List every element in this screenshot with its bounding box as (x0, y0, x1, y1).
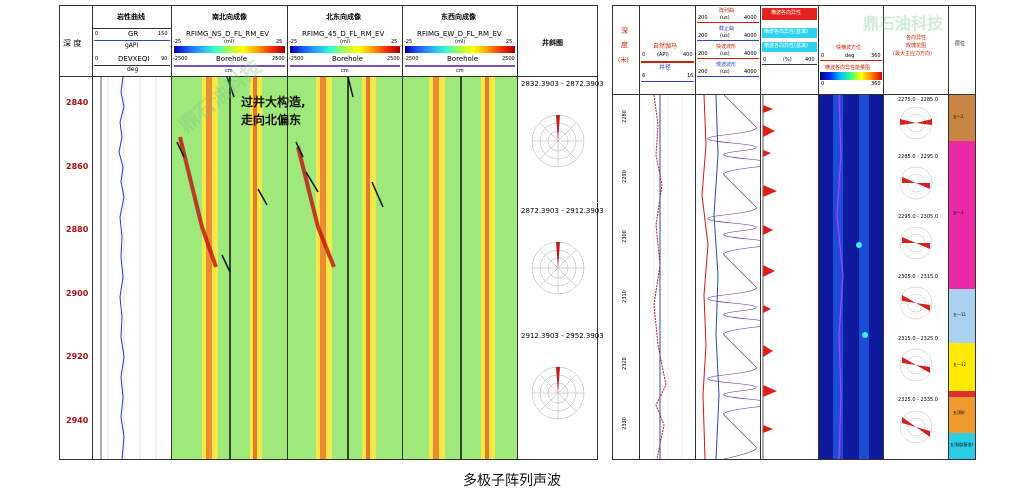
lith-header: 岩性曲线 (117, 13, 145, 21)
layer-block: 五顶组(基准) (949, 433, 975, 459)
left-log-panel: 深 度 岩性曲线 南北向成像 北东向成像 东西向成像 井斜图 0 GR 150 … (59, 5, 604, 460)
dev-name: DEVXEQI (118, 55, 150, 63)
rose-range: 2285.0 - 2295.0 (898, 154, 938, 160)
wave-header: 阵列曲 200 (us) 4000 截止曲 200 (us) 4000 快波波形… (696, 6, 760, 94)
right-depth-header-3: (米) (618, 57, 629, 64)
rose-header: 井斜图 (542, 39, 563, 47)
rose-range: 2295.0 - 2305.0 (898, 214, 938, 220)
left-rose-3: 2912.3903 - 2952.3903 (518, 328, 604, 453)
layer-block: 五顶砂 (949, 397, 975, 433)
right-depth-2320: 2320 (621, 357, 628, 370)
rose-title-1: 各向异性 (906, 35, 927, 41)
right-log-panel: 深 度 (米) 自然伽马 (API) 0 400 井径 6 16 阵列曲 200… (612, 5, 976, 460)
gr-curve-line (118, 77, 125, 459)
depth-2840: 2840 (66, 98, 89, 107)
figure-caption: 多极子阵列声波 (463, 473, 561, 489)
aniso-track (762, 95, 777, 459)
watermark: 鼎石油科技 (863, 14, 944, 33)
rose-range: 2275.0 - 2285.0 (898, 97, 938, 103)
image-track-header-ns: RFIMG_NS_D_FL_RM_EV -25 (ml) 25 -2500 Bo… (173, 30, 285, 74)
layer-block: 五一3 (949, 141, 975, 289)
layer-title: 层位 (955, 41, 966, 47)
right-gr-track (653, 95, 683, 459)
energy-image-track (819, 95, 883, 459)
left-rose-1: 2832.3903 - 2872.3903 (518, 78, 604, 203)
gr-min: 0 (95, 31, 99, 37)
right-depth-2300: 2300 (621, 230, 628, 243)
rose-range: 2305.0 - 2315.0 (898, 274, 938, 280)
rose-range: 2325.0 - 2335.0 (898, 397, 938, 403)
rose-title-2: 玫瑰花图 (906, 43, 927, 49)
rose-range: 2912.3903 - 2952.3903 (521, 332, 604, 340)
rose-plot (531, 366, 585, 420)
rose-plot (531, 241, 585, 295)
image-track-header-ew: RFIMG_EW_D_FL_RM_EV -25 (ml) 25 -2500 Bo… (404, 30, 515, 74)
rose-title-3: (最大主应力方向) (893, 51, 932, 57)
rose-plot (531, 114, 585, 168)
ew-header: 东西向成像 (441, 13, 476, 21)
dev-unit: deg (127, 66, 139, 73)
depth-2900: 2900 (66, 289, 89, 298)
waveform-track (696, 95, 760, 459)
ne-header: 北东向成像 (326, 13, 361, 21)
depth-2860: 2860 (66, 162, 89, 171)
dev-max: 90 (161, 56, 168, 62)
right-rose-column: 2275.0 - 2285.0 2285.0 - 2295.0 2295.0 -… (884, 95, 948, 459)
gr-max: 150 (158, 31, 168, 37)
depth-header: 深 度 (63, 39, 82, 48)
gr-title: 自然伽马 (653, 43, 678, 50)
azimuth-header: 快横波方位 0 deg 360 横波各向异性能量图 0 360 (820, 45, 882, 87)
annotation-line-2: 走向北偏东 (241, 113, 302, 127)
gr-name: GR (128, 30, 139, 38)
ne-image-track (288, 77, 402, 459)
right-depth-header-2: 度 (621, 41, 628, 49)
gr-unit: (API) (657, 52, 669, 58)
gr-scale-min: 0 (642, 52, 646, 58)
layer-block: 五一2 (949, 95, 975, 141)
layer-column: 五一2 五一3 五一11 五一12 五顶砂 五顶组(基准) (949, 95, 975, 459)
dev-min: 0 (95, 56, 99, 62)
rose-diagrams (899, 106, 933, 444)
ns-header: 南北向成像 (212, 13, 247, 21)
ns-image-track (172, 77, 287, 459)
rose-range: 2872.3903 - 2912.3903 (521, 207, 604, 215)
right-depth-2290: 2290 (621, 170, 628, 183)
rose-range: 2832.3903 - 2872.3903 (521, 80, 604, 88)
rose-range: 2315.0 - 2325.0 (898, 336, 938, 342)
aniso-header: 横波各向异性 横波各向异性(基准) 横波各向异性(基准) 0 (%) 400 (761, 6, 818, 94)
gr-unit: gAPI (125, 42, 139, 49)
layer-block (949, 391, 975, 397)
image-track-header-ne: RFIMG_45_D_FL_RM_EV -25 (ml) 25 -2500 Bo… (289, 30, 400, 74)
right-depth-2330: 2330 (621, 417, 628, 430)
layer-block: 五一11 (949, 289, 975, 343)
annotation-line-1: 过井大构造, (241, 95, 306, 109)
layer-block: 五一12 (949, 343, 975, 391)
left-rose-2: 2872.3903 - 2912.3903 (518, 202, 604, 328)
cal-title: 井径 (659, 64, 672, 71)
depth-2880: 2880 (66, 225, 89, 234)
right-depth-2310: 2310 (621, 290, 628, 303)
ew-image-track (403, 77, 517, 459)
depth-2940: 2940 (66, 416, 89, 425)
gr-scale-max: 400 (683, 52, 693, 58)
gr-curve-track (100, 77, 157, 459)
right-depth-2280: 2280 (621, 110, 628, 123)
right-depth-header-1: 深 (621, 27, 628, 35)
cal-min: 6 (642, 73, 646, 79)
cal-max: 16 (687, 73, 694, 79)
depth-2920: 2920 (66, 352, 89, 361)
